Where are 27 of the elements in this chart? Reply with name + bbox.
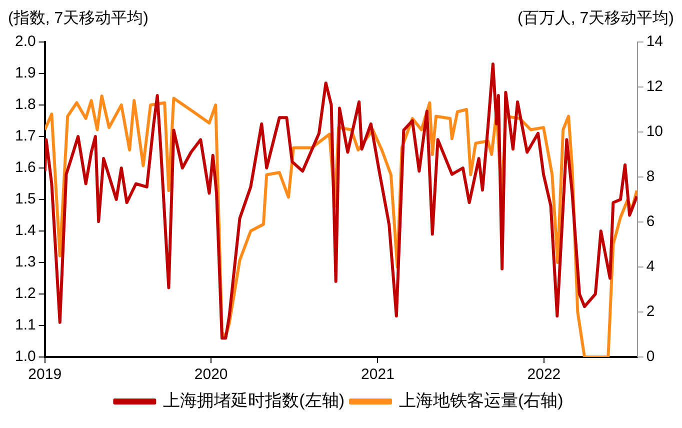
y2-axis-title: (百万人, 7天移动平均) bbox=[518, 9, 674, 29]
y2-tick-label: 2 bbox=[646, 303, 655, 320]
x-tick-label: 2019 bbox=[28, 366, 62, 384]
y2-tick-label: 6 bbox=[646, 213, 655, 230]
y-axis-title: (指数, 7天移动平均) bbox=[8, 9, 148, 29]
legend-label: 上海拥堵延时指数(左轴) bbox=[163, 391, 345, 410]
y-tick-label: 1.4 bbox=[14, 222, 36, 240]
y-tick-label: 1.1 bbox=[14, 316, 36, 334]
y-tick-label: 1.5 bbox=[14, 190, 36, 208]
y-tick-label: 1.0 bbox=[14, 348, 36, 366]
y2-tick-label: 12 bbox=[646, 78, 664, 96]
y-tick-label: 1.6 bbox=[14, 159, 36, 176]
y-tick-label: 1.9 bbox=[14, 64, 36, 82]
legend-label: 上海地铁客运量(右轴) bbox=[399, 391, 564, 410]
y2-tick-label: 8 bbox=[646, 168, 655, 186]
y2-tick-label: 10 bbox=[646, 123, 664, 140]
x-tick-label: 2022 bbox=[527, 366, 561, 384]
y-tick-label: 2.0 bbox=[14, 33, 36, 50]
x-tick-label: 2020 bbox=[194, 366, 228, 384]
x-tick-label: 2021 bbox=[361, 366, 394, 384]
y-tick-label: 1.8 bbox=[14, 96, 36, 114]
y-tick-label: 1.2 bbox=[14, 285, 36, 302]
y-tick-label: 1.3 bbox=[14, 254, 36, 271]
y-tick-label: 1.7 bbox=[14, 128, 36, 145]
y2-tick-label: 14 bbox=[646, 33, 664, 50]
y2-tick-label: 4 bbox=[646, 258, 655, 276]
y2-tick-label: 0 bbox=[646, 348, 655, 366]
